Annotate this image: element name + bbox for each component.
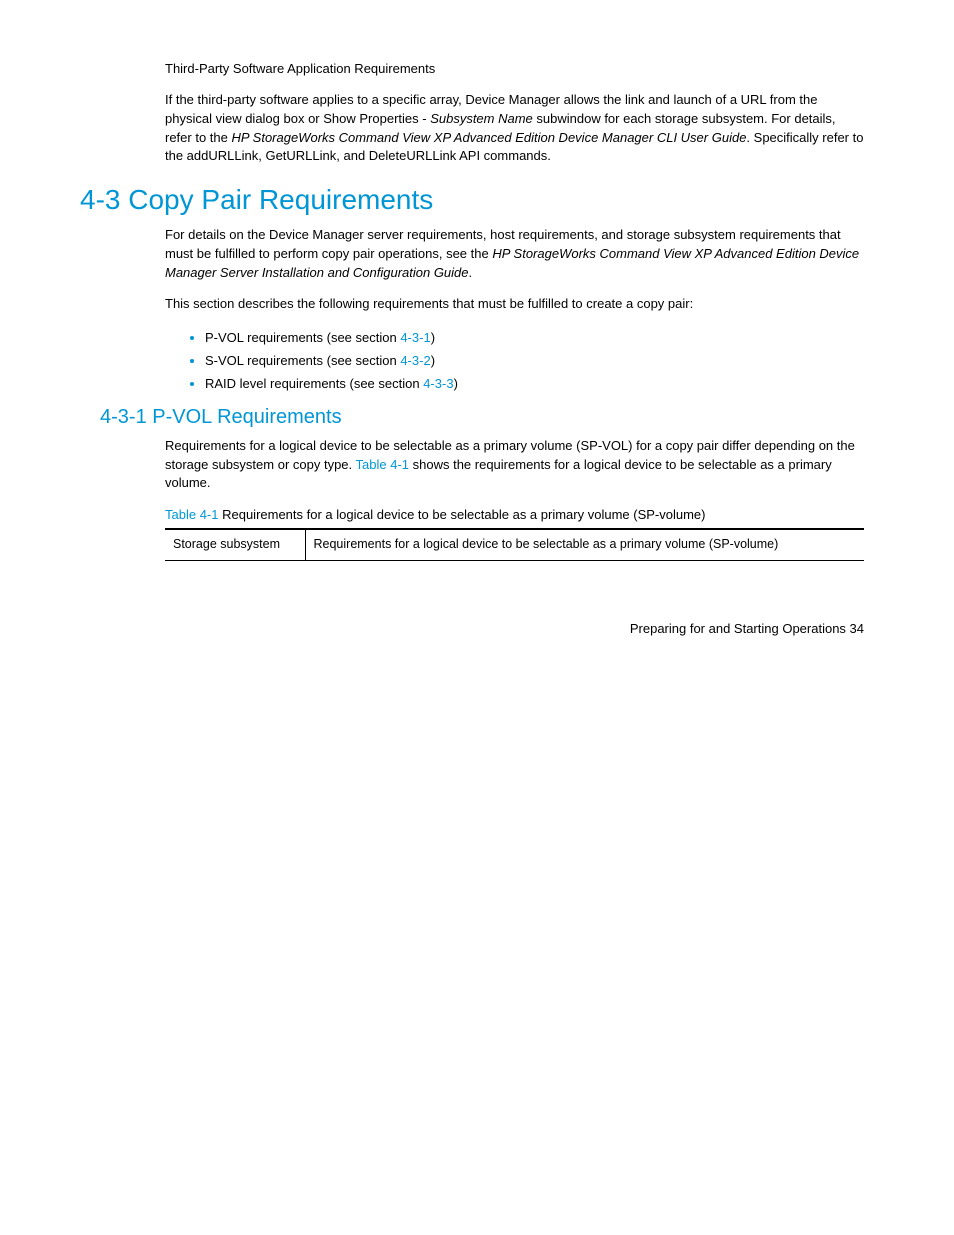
requirements-list-item: P-VOL requirements (see section 4-3-1) [205,326,864,349]
section-heading-4-3: 4-3 Copy Pair Requirements [80,184,864,216]
intro-subtitle: Third-Party Software Application Require… [80,60,864,79]
requirements-list-item: S-VOL requirements (see section 4-3-2) [205,349,864,372]
page-footer: Preparing for and Starting Operations 34 [80,621,864,636]
requirements-list-item: RAID level requirements (see section 4-3… [205,372,864,395]
sec431-p1: Requirements for a logical device to be … [80,437,864,494]
table-caption: Table 4-1 Requirements for a logical dev… [80,507,864,522]
section-heading-4-3-1: 4-3-1 P-VOL Requirements [100,406,864,429]
sec43-p2: This section describes the following req… [80,295,864,314]
sec43-p1: For details on the Device Manager server… [80,226,864,283]
table-header-col2: Requirements for a logical device to be … [305,529,864,560]
requirements-table: Storage subsystemRequirements for a logi… [165,528,864,561]
intro-paragraph: If the third-party software applies to a… [80,91,864,166]
requirements-list: P-VOL requirements (see section 4-3-1)S-… [80,326,864,396]
table-header-col1: Storage subsystem [165,529,305,560]
